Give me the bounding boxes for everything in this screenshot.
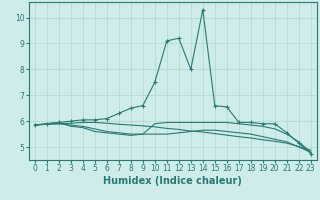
X-axis label: Humidex (Indice chaleur): Humidex (Indice chaleur) [103, 176, 242, 186]
